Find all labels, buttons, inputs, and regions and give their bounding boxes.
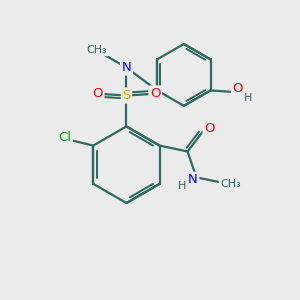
Text: S: S [122,89,130,102]
Text: O: O [150,87,160,100]
Text: N: N [188,173,198,186]
Text: H: H [178,181,186,191]
Text: Cl: Cl [58,131,71,144]
Text: H: H [244,93,253,103]
Text: O: O [92,87,103,100]
Text: CH₃: CH₃ [87,45,107,55]
Text: O: O [204,122,214,135]
Text: O: O [232,82,243,95]
Text: N: N [122,61,131,74]
Text: CH₃: CH₃ [220,179,241,189]
